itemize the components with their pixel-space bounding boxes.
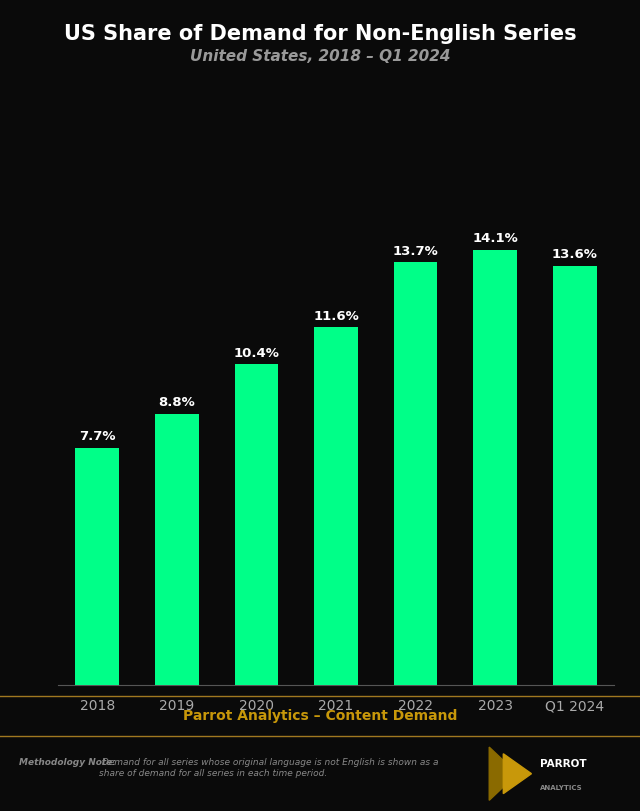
Text: Demand for all series whose original language is not English is shown as a
share: Demand for all series whose original lan…: [99, 758, 438, 778]
Text: 8.8%: 8.8%: [159, 396, 195, 409]
Polygon shape: [489, 747, 517, 800]
Text: 14.1%: 14.1%: [472, 233, 518, 246]
Text: 10.4%: 10.4%: [234, 346, 280, 360]
Text: 13.6%: 13.6%: [552, 248, 598, 261]
Bar: [235, 364, 278, 685]
Bar: [473, 250, 517, 685]
Text: Parrot Analytics – Content Demand: Parrot Analytics – Content Demand: [183, 709, 457, 723]
Text: US Share of Demand for Non-English Series: US Share of Demand for Non-English Serie…: [64, 24, 576, 44]
Text: 11.6%: 11.6%: [313, 310, 359, 323]
Bar: [394, 263, 437, 685]
Polygon shape: [503, 753, 531, 794]
Text: 7.7%: 7.7%: [79, 430, 116, 443]
Text: ANALYTICS: ANALYTICS: [540, 785, 582, 792]
Text: PARROT: PARROT: [540, 759, 586, 770]
Text: United States, 2018 – Q1 2024: United States, 2018 – Q1 2024: [189, 49, 451, 64]
Bar: [314, 328, 358, 685]
Text: Methodology Note:: Methodology Note:: [19, 758, 116, 767]
Bar: [76, 448, 119, 685]
Bar: [553, 265, 596, 685]
Text: 13.7%: 13.7%: [393, 245, 438, 258]
Bar: [155, 414, 199, 685]
